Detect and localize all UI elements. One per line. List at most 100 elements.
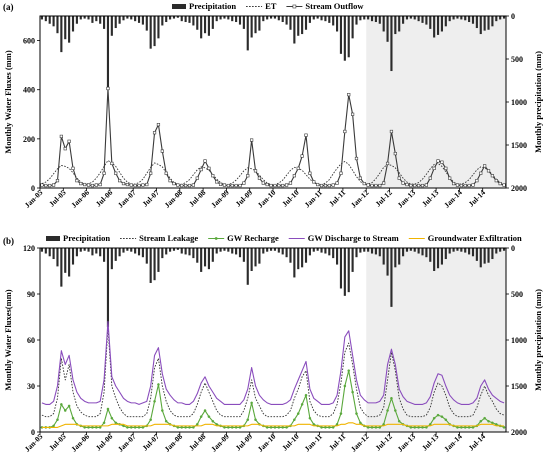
precipitation-bar xyxy=(370,16,374,22)
point-marker-stream-outflow xyxy=(110,161,114,166)
panel-a-y2-ticks: 0 500 1000 1500 2000 xyxy=(506,12,527,193)
precipitation-bar xyxy=(452,248,455,252)
point-marker-stream-outflow xyxy=(292,174,296,178)
point-marker-stream-outflow xyxy=(83,182,87,187)
precipitation-bar xyxy=(417,16,420,22)
precipitation-bar xyxy=(464,248,467,253)
point-marker-gw-recharge xyxy=(394,409,397,412)
point-marker-stream-outflow xyxy=(300,154,304,158)
precipitation-bar xyxy=(103,16,106,29)
legend-label: GW Recharge xyxy=(227,233,279,243)
precipitation-bar xyxy=(180,16,183,22)
precipitation-bar xyxy=(52,248,55,260)
point-marker-gw-recharge xyxy=(269,426,273,429)
panel-a-y2-axis-label: Monthly precipitation (mm) xyxy=(533,51,543,153)
point-marker-stream-outflow xyxy=(490,174,495,178)
point-marker-gw-recharge xyxy=(234,426,238,429)
precipitation-bar xyxy=(269,248,273,251)
point-marker-stream-outflow xyxy=(137,183,141,188)
point-marker-gw-recharge xyxy=(366,426,370,429)
point-marker-stream-outflow xyxy=(486,169,491,173)
precipitation-bar xyxy=(44,16,47,22)
legend-item-precipitation: Precipitation xyxy=(46,233,110,243)
precipitation-bar xyxy=(499,16,502,20)
precipitation-bar xyxy=(215,16,218,22)
point-marker-gw-recharge xyxy=(444,418,448,422)
point-marker-stream-outflow xyxy=(129,183,133,187)
precipitation-bar xyxy=(211,248,214,262)
precipitation-bar xyxy=(180,248,183,254)
precipitation-bar xyxy=(269,16,273,19)
y-tick-label: 30 xyxy=(27,382,35,391)
legend-label: Groundwater Exfiltration xyxy=(428,233,522,243)
point-marker-gw-recharge xyxy=(304,393,308,397)
precipitation-bar xyxy=(238,248,242,258)
point-marker-gw-recharge xyxy=(87,426,90,429)
point-marker-stream-outflow xyxy=(273,183,277,188)
precipitation-bar xyxy=(301,16,304,35)
precipitation-bar xyxy=(64,16,67,40)
point-marker-gw-recharge xyxy=(133,426,137,429)
precipitation-bar xyxy=(169,16,172,20)
x-tick-label: Jan-08 xyxy=(163,432,185,454)
point-marker-gw-recharge xyxy=(254,418,257,422)
x-tick-label: Jul-09 xyxy=(234,432,255,453)
x-tick-label: Jul-06 xyxy=(94,432,115,453)
point-marker-gw-recharge xyxy=(192,426,195,429)
point-marker-stream-outflow xyxy=(246,174,250,178)
precipitation-bar xyxy=(203,248,207,267)
precipitation-bar xyxy=(456,16,459,19)
legend-label: Precipitation xyxy=(189,1,236,11)
precipitation-bar xyxy=(118,248,121,257)
precipitation-bar xyxy=(460,16,463,20)
point-marker-stream-outflow xyxy=(370,183,374,188)
precipitation-bar xyxy=(114,248,117,261)
precipitation-bar xyxy=(141,248,144,258)
point-marker-stream-outflow xyxy=(44,183,48,188)
point-marker-stream-outflow xyxy=(172,181,176,186)
point-marker-gw-recharge xyxy=(300,403,304,406)
point-marker-stream-outflow xyxy=(378,183,382,188)
precipitation-bar xyxy=(227,16,230,20)
point-marker-stream-outflow xyxy=(436,159,440,163)
point-marker-stream-outflow xyxy=(347,93,351,97)
precipitation-bar xyxy=(289,16,292,30)
y-tick-label: 600 xyxy=(23,37,35,46)
y-tick-label: 90 xyxy=(27,290,35,299)
point-marker-stream-outflow xyxy=(327,183,331,188)
point-marker-gw-recharge xyxy=(436,413,440,417)
y2-tick-label: 1500 xyxy=(511,141,527,150)
precipitation-bar xyxy=(378,16,381,24)
precipitation-bar xyxy=(487,16,490,30)
x-tick-label: Jul-14 xyxy=(467,432,488,453)
legend-swatch xyxy=(172,4,186,9)
precipitation-bar xyxy=(471,16,475,24)
point-marker-stream-outflow xyxy=(471,183,475,187)
precipitation-bar xyxy=(157,248,160,272)
point-marker-stream-outflow xyxy=(451,181,456,186)
y-tick-label: 400 xyxy=(23,86,35,95)
precipitation-bar xyxy=(87,248,90,252)
point-marker-gw-recharge xyxy=(328,426,331,429)
point-marker-gw-recharge xyxy=(157,383,160,386)
point-marker-stream-outflow xyxy=(343,129,347,134)
precipitation-bar xyxy=(363,16,366,20)
precipitation-bar xyxy=(475,248,478,261)
x-tick-label: Jan-07 xyxy=(116,432,138,454)
precipitation-bar xyxy=(153,248,156,281)
legend-label: Stream Outflow xyxy=(305,1,364,11)
precipitation-bar xyxy=(452,16,455,20)
x-tick-label: Jul-13 xyxy=(420,188,441,209)
precipitation-bar xyxy=(262,16,265,22)
point-marker-stream-outflow xyxy=(401,181,405,185)
point-marker-gw-recharge xyxy=(320,426,323,429)
panel-b-shaded-period xyxy=(366,248,506,432)
panel-b-label: (b) xyxy=(3,236,14,246)
precipitation-bar xyxy=(165,16,168,23)
point-marker-gw-recharge xyxy=(460,426,463,429)
precipitation-bar xyxy=(219,248,222,252)
precipitation-bar xyxy=(188,248,191,256)
point-marker-gw-recharge xyxy=(67,404,71,408)
point-marker-stream-outflow xyxy=(257,176,262,180)
precipitation-bar xyxy=(495,248,498,254)
